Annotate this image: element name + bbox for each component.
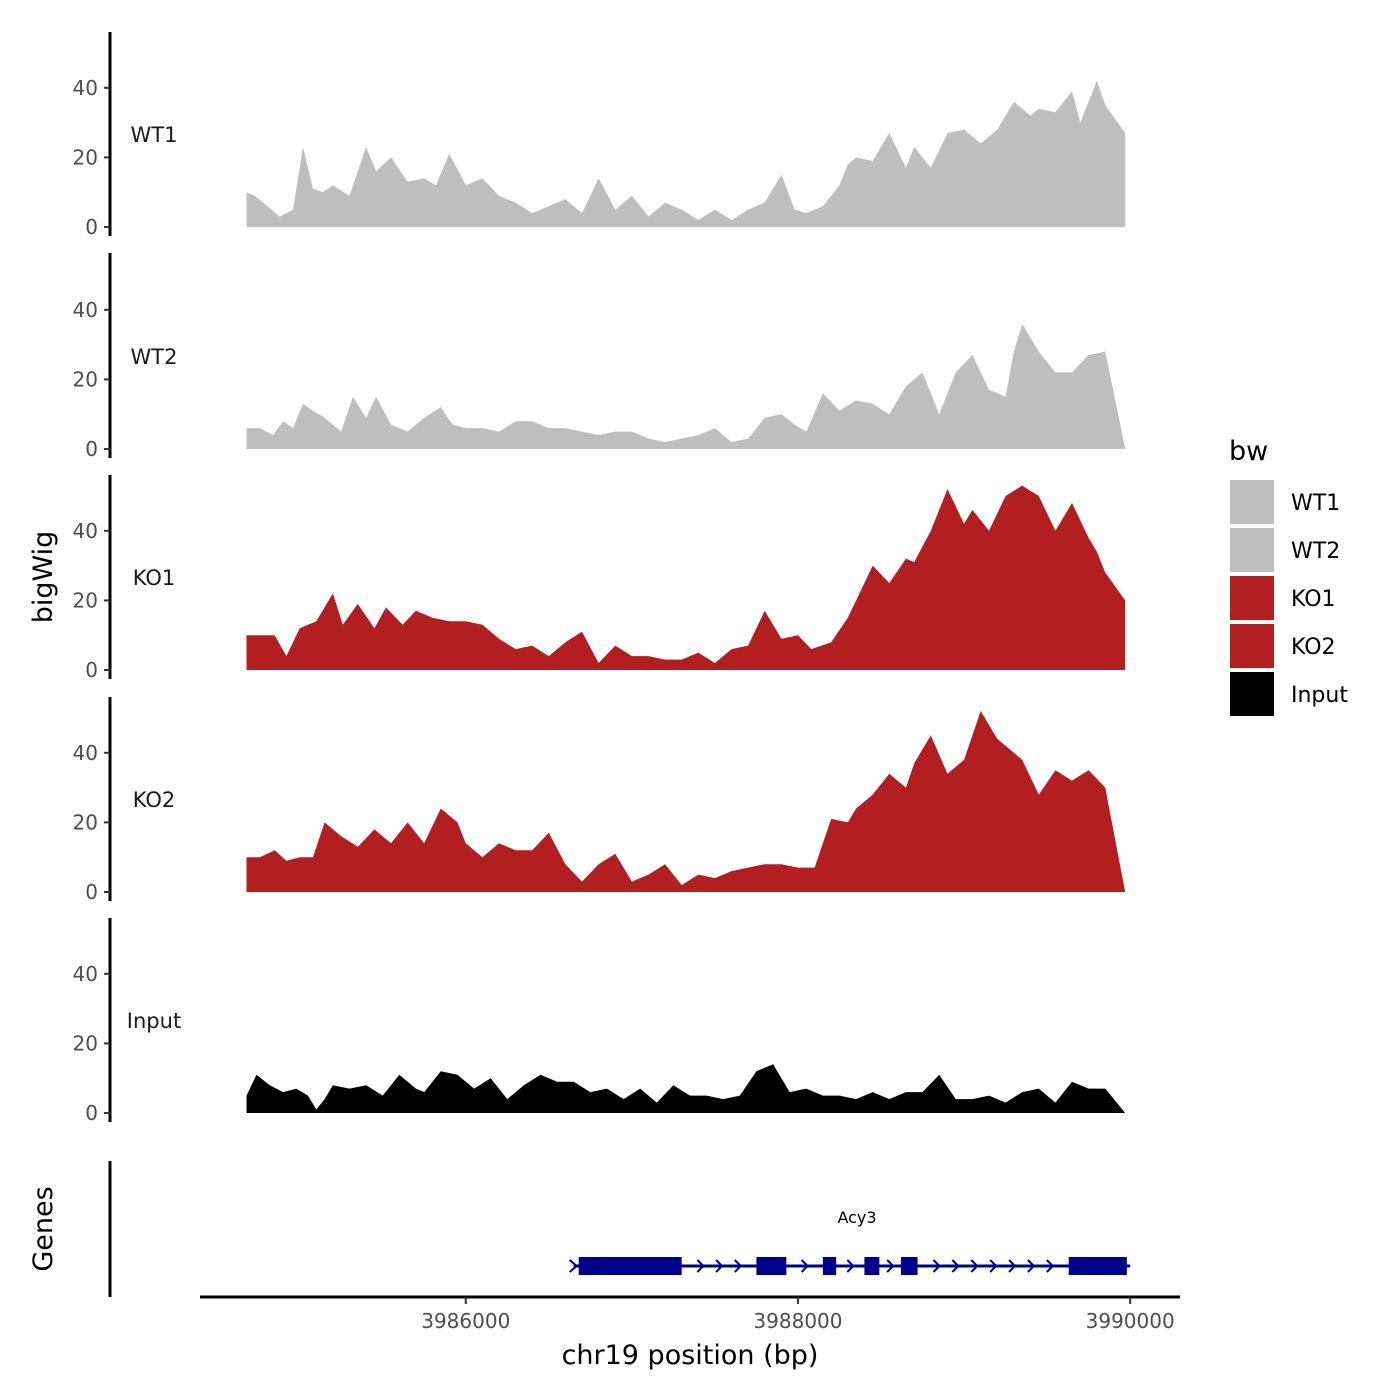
gene-exon bbox=[900, 1257, 918, 1275]
coverage-area-ko1 bbox=[246, 485, 1126, 670]
y-tick-label: 20 bbox=[73, 588, 98, 612]
legend-swatch bbox=[1230, 672, 1274, 716]
y-tick-label: 0 bbox=[85, 215, 98, 239]
coverage-area-wt1 bbox=[246, 80, 1126, 227]
y-tick-label: 0 bbox=[85, 880, 98, 904]
strand-arrow bbox=[932, 1259, 941, 1273]
track-label: Input bbox=[127, 1009, 181, 1033]
legend-label: KO2 bbox=[1291, 635, 1336, 660]
y-tick-label: 0 bbox=[85, 1101, 98, 1125]
strand-arrow bbox=[1008, 1259, 1017, 1273]
track-ko2: 0 20 40 KO2 bbox=[73, 697, 1126, 904]
y-axis-title: bigWig bbox=[28, 531, 59, 624]
legend-label: WT1 bbox=[1291, 491, 1340, 516]
strand-arrow bbox=[696, 1259, 705, 1273]
x-tick-label: 3988000 bbox=[753, 1309, 842, 1333]
gene-exon bbox=[864, 1257, 880, 1275]
strand-arrow bbox=[970, 1259, 979, 1273]
y-tick-label: 0 bbox=[85, 437, 98, 461]
y-tick-label: 40 bbox=[73, 519, 98, 543]
track-ko1: 0 20 40 KO1 bbox=[73, 475, 1126, 682]
track-label: KO2 bbox=[133, 788, 176, 812]
strand-arrow bbox=[569, 1259, 579, 1273]
strand-arrow bbox=[715, 1259, 724, 1273]
track-input: 0 20 40 Input bbox=[73, 918, 1126, 1125]
gene-exon bbox=[1068, 1257, 1127, 1275]
legend-title: bw bbox=[1229, 436, 1268, 467]
track-label: KO1 bbox=[133, 566, 176, 590]
y-tick-label: 40 bbox=[73, 962, 98, 986]
legend: bw WT1 WT2 KO1 KO2 Input bbox=[1229, 436, 1348, 716]
x-axis: 3986000 3988000 3990000 bbox=[200, 1295, 1180, 1333]
y-tick-label: 20 bbox=[73, 367, 98, 391]
legend-swatch bbox=[1230, 528, 1274, 572]
strand-arrow bbox=[1027, 1259, 1036, 1273]
legend-label: WT2 bbox=[1291, 539, 1340, 564]
strand-arrow bbox=[886, 1259, 895, 1273]
genes-axis-title: Genes bbox=[28, 1186, 59, 1271]
strand-arrow bbox=[1046, 1259, 1055, 1273]
coverage-area-wt2 bbox=[246, 323, 1126, 449]
y-tick-label: 20 bbox=[73, 1031, 98, 1055]
y-tick-label: 0 bbox=[85, 658, 98, 682]
strand-arrow bbox=[846, 1259, 855, 1273]
x-axis-title: chr19 position (bp) bbox=[562, 1340, 819, 1371]
track-wt1: 0 20 40 WT1 bbox=[73, 32, 1126, 239]
legend-swatch bbox=[1230, 480, 1274, 524]
gene-label: Acy3 bbox=[837, 1208, 876, 1227]
track-label: WT1 bbox=[131, 123, 178, 147]
track-panels: 0 20 40 WT1 0 20 40 WT2 0 20 40 KO1 0 20 40 KO2 0 20 40 Inp… bbox=[73, 32, 1126, 1125]
y-tick-label: 40 bbox=[73, 298, 98, 322]
legend-swatch bbox=[1230, 624, 1274, 668]
track-label: WT2 bbox=[131, 345, 178, 369]
strand-arrow bbox=[989, 1259, 998, 1273]
legend-label: KO1 bbox=[1291, 587, 1336, 612]
coverage-area-input bbox=[246, 1064, 1126, 1113]
gene-exon bbox=[756, 1257, 787, 1275]
x-tick-label: 3986000 bbox=[421, 1309, 510, 1333]
strand-arrow bbox=[800, 1259, 810, 1273]
legend-label: Input bbox=[1291, 683, 1348, 708]
legend-swatch bbox=[1230, 576, 1274, 620]
strand-arrow bbox=[734, 1259, 743, 1273]
y-tick-label: 20 bbox=[73, 810, 98, 834]
gene-exon bbox=[578, 1257, 682, 1275]
coverage-area-ko2 bbox=[246, 711, 1126, 892]
gene-panel: Acy3 bbox=[108, 1161, 1131, 1297]
track-wt2: 0 20 40 WT2 bbox=[73, 253, 1126, 461]
y-tick-label: 40 bbox=[73, 741, 98, 765]
y-tick-label: 40 bbox=[73, 76, 98, 100]
x-tick-label: 3990000 bbox=[1086, 1309, 1175, 1333]
y-tick-label: 20 bbox=[73, 145, 98, 169]
strand-arrow bbox=[951, 1259, 960, 1273]
gene-exon bbox=[822, 1257, 837, 1275]
